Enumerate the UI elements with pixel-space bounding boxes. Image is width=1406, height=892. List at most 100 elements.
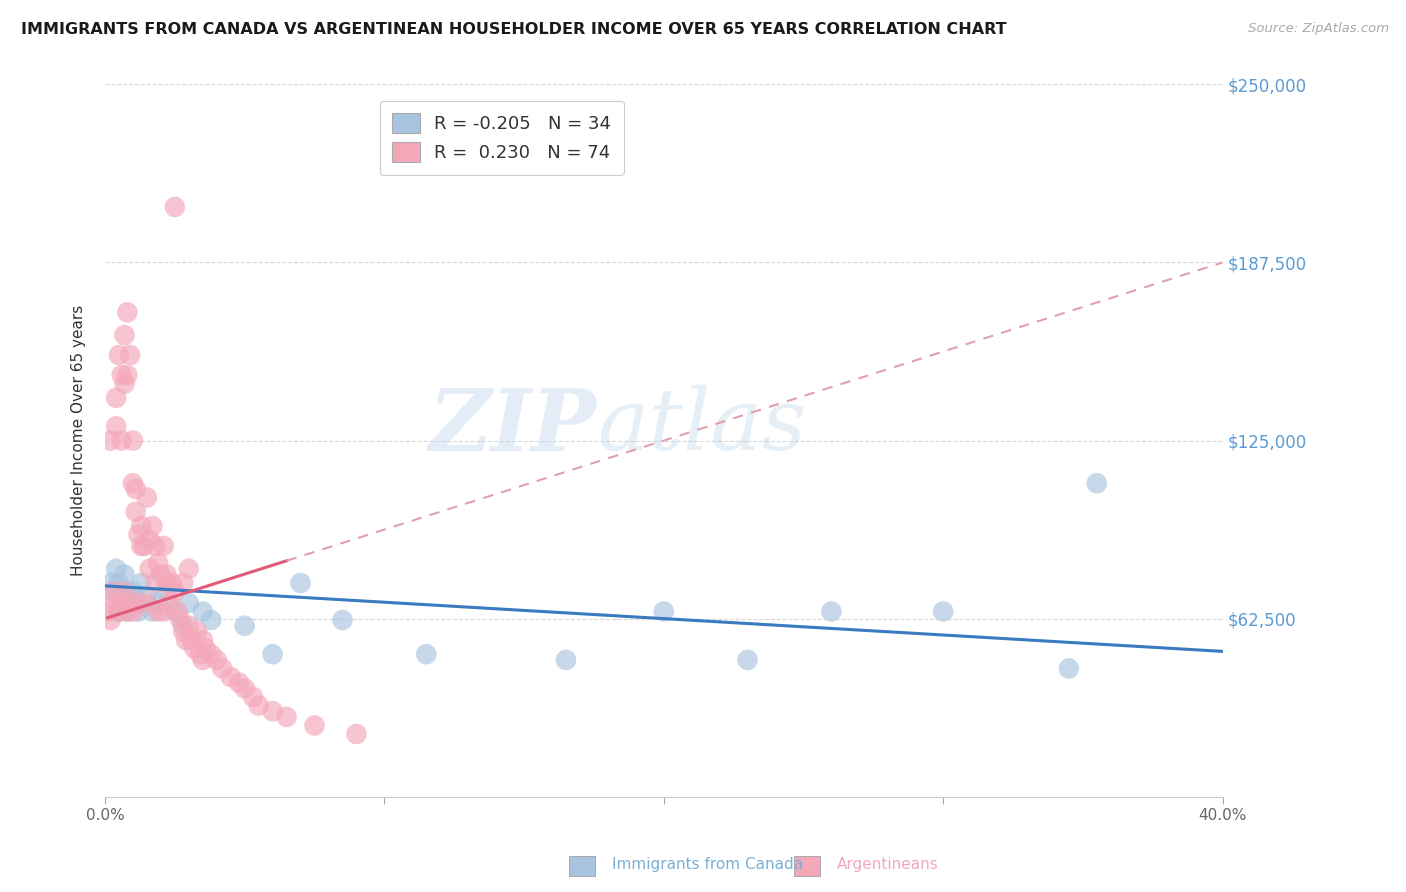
Text: Immigrants from Canada: Immigrants from Canada	[612, 857, 803, 872]
Point	[152, 605, 174, 619]
Point	[122, 434, 145, 448]
Point	[177, 596, 200, 610]
Point	[132, 539, 155, 553]
Point	[108, 576, 131, 591]
Point	[108, 605, 131, 619]
Point	[172, 624, 194, 639]
Point	[108, 605, 131, 619]
Point	[169, 613, 191, 627]
Point	[103, 584, 125, 599]
Point	[114, 567, 136, 582]
Point	[143, 576, 166, 591]
Point	[191, 605, 214, 619]
Point	[233, 681, 256, 696]
Point	[415, 647, 437, 661]
Point	[146, 596, 169, 610]
Text: IMMIGRANTS FROM CANADA VS ARGENTINEAN HOUSEHOLDER INCOME OVER 65 YEARS CORRELATI: IMMIGRANTS FROM CANADA VS ARGENTINEAN HO…	[21, 22, 1007, 37]
Point	[105, 562, 128, 576]
Point	[200, 647, 222, 661]
Point	[228, 675, 250, 690]
Text: ZIP: ZIP	[429, 384, 596, 468]
Point	[146, 556, 169, 570]
Point	[105, 391, 128, 405]
Point	[276, 710, 298, 724]
Point	[122, 476, 145, 491]
Text: atlas: atlas	[596, 385, 806, 467]
Point	[141, 519, 163, 533]
Point	[211, 661, 233, 675]
Point	[128, 605, 150, 619]
Point	[205, 653, 228, 667]
Point	[135, 596, 157, 610]
Point	[155, 584, 177, 599]
Point	[149, 567, 172, 582]
Y-axis label: Householder Income Over 65 years: Householder Income Over 65 years	[72, 305, 86, 576]
Point	[177, 619, 200, 633]
Point	[97, 605, 120, 619]
Point	[174, 632, 197, 647]
Point	[111, 434, 134, 448]
Point	[128, 527, 150, 541]
Point	[183, 641, 205, 656]
Point	[177, 562, 200, 576]
Legend: R = -0.205   N = 34, R =  0.230   N = 74: R = -0.205 N = 34, R = 0.230 N = 74	[380, 101, 624, 175]
Point	[200, 613, 222, 627]
Point	[652, 605, 675, 619]
Point	[160, 576, 183, 591]
Point	[131, 519, 153, 533]
Point	[1085, 476, 1108, 491]
Point	[233, 619, 256, 633]
Point	[141, 605, 163, 619]
Point	[108, 348, 131, 362]
Point	[100, 434, 122, 448]
Point	[143, 539, 166, 553]
Point	[117, 605, 139, 619]
Point	[555, 653, 578, 667]
Point	[194, 641, 217, 656]
Point	[128, 596, 150, 610]
Point	[131, 539, 153, 553]
Point	[131, 576, 153, 591]
Point	[186, 624, 208, 639]
Point	[820, 605, 842, 619]
Point	[111, 596, 134, 610]
Point	[100, 576, 122, 591]
Point	[188, 647, 211, 661]
Point	[163, 605, 186, 619]
Point	[122, 605, 145, 619]
Point	[120, 596, 142, 610]
Point	[157, 596, 180, 610]
Text: Argentineans: Argentineans	[837, 857, 938, 872]
Point	[125, 482, 148, 496]
Point	[103, 596, 125, 610]
Point	[932, 605, 955, 619]
Point	[180, 632, 202, 647]
Point	[135, 591, 157, 605]
Point	[219, 670, 242, 684]
Point	[125, 505, 148, 519]
Point	[120, 591, 142, 605]
Point	[737, 653, 759, 667]
Point	[103, 584, 125, 599]
Point	[262, 647, 284, 661]
Point	[172, 619, 194, 633]
Point	[111, 368, 134, 382]
Point	[172, 576, 194, 591]
Point	[1057, 661, 1080, 675]
Point	[191, 632, 214, 647]
Point	[135, 491, 157, 505]
Point	[247, 698, 270, 713]
Point	[155, 567, 177, 582]
Point	[332, 613, 354, 627]
Point	[122, 584, 145, 599]
Point	[155, 576, 177, 591]
Point	[346, 727, 368, 741]
Point	[114, 376, 136, 391]
Text: Source: ZipAtlas.com: Source: ZipAtlas.com	[1249, 22, 1389, 36]
Point	[100, 613, 122, 627]
Point	[117, 605, 139, 619]
Point	[111, 596, 134, 610]
Point	[166, 605, 188, 619]
Point	[117, 368, 139, 382]
Point	[290, 576, 312, 591]
